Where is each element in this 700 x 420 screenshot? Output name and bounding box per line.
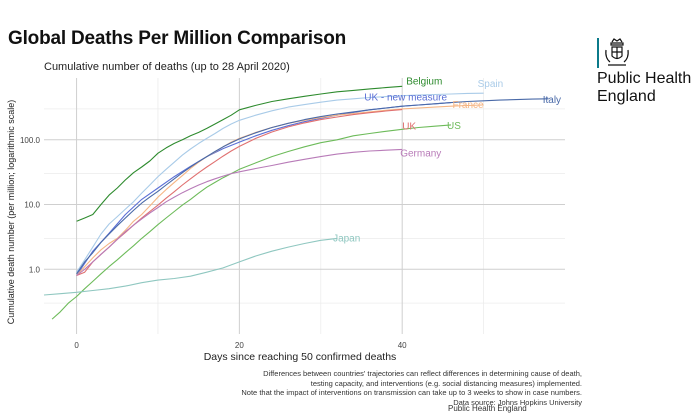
series-label-belgium: Belgium <box>406 76 442 87</box>
logo-line-2: England <box>597 88 656 105</box>
y-tick-label: 1.0 <box>29 265 41 274</box>
y-tick-label: 100.0 <box>20 136 41 145</box>
series-label-italy: Italy <box>543 95 561 106</box>
series-line-us <box>51 124 452 320</box>
y-tick-label: 10.0 <box>24 201 40 210</box>
phe-logo: Public Health England <box>590 38 700 118</box>
y-axis-label: Cumulative death number (per million; lo… <box>6 100 16 325</box>
royal-crest-icon <box>605 38 629 66</box>
footnote: Differences between countries' trajector… <box>162 369 582 407</box>
x-tick-label: 40 <box>398 341 407 350</box>
series-line-italy <box>76 98 549 275</box>
series-label-france: France <box>452 100 484 111</box>
x-tick-label: 20 <box>235 341 244 350</box>
main-title: Global Deaths Per Million Comparison <box>8 28 347 49</box>
series-lines <box>43 85 549 320</box>
series-label-uk: UK <box>402 122 416 133</box>
series-label-us: US <box>447 121 461 132</box>
logo-accent-bar <box>597 38 599 68</box>
footnote-line: Note that the impact of interventions on… <box>241 388 582 397</box>
series-line-japan <box>43 237 338 296</box>
x-tick-label: 0 <box>74 341 79 350</box>
series-label-spain: Spain <box>478 79 504 90</box>
series-line-uk-new-measure <box>76 102 452 276</box>
series-label-germany: Germany <box>400 148 441 159</box>
series-line-germany <box>76 148 403 276</box>
axis-tick-labels: 0 20 40 1.0 10.0 100.0 <box>20 136 407 350</box>
series-label-japan: Japan <box>333 233 360 244</box>
footnote-line: Differences between countries' trajector… <box>263 369 582 378</box>
footnote-line: testing capacity, and interventions (e.g… <box>310 378 582 388</box>
credit-text: Public Health England <box>448 404 527 413</box>
series-line-spain <box>76 92 484 273</box>
series-label-uk-new-measure: UK - new measure <box>364 93 447 104</box>
chart-subtitle: Cumulative number of deaths (up to 28 Ap… <box>44 61 290 73</box>
logo-text: Public Health England <box>597 70 691 106</box>
series-line-france <box>76 104 484 276</box>
footnote-line: Data source: Johns Hopkins University <box>453 397 582 407</box>
x-axis-label: Days since reaching 50 confirmed deaths <box>204 351 397 363</box>
logo-line-1: Public Health <box>597 70 692 87</box>
grid <box>44 78 565 334</box>
series-labels: Belgium Spain UK - new measure France Italy U… <box>333 76 561 244</box>
series-line-belgium <box>76 85 403 222</box>
